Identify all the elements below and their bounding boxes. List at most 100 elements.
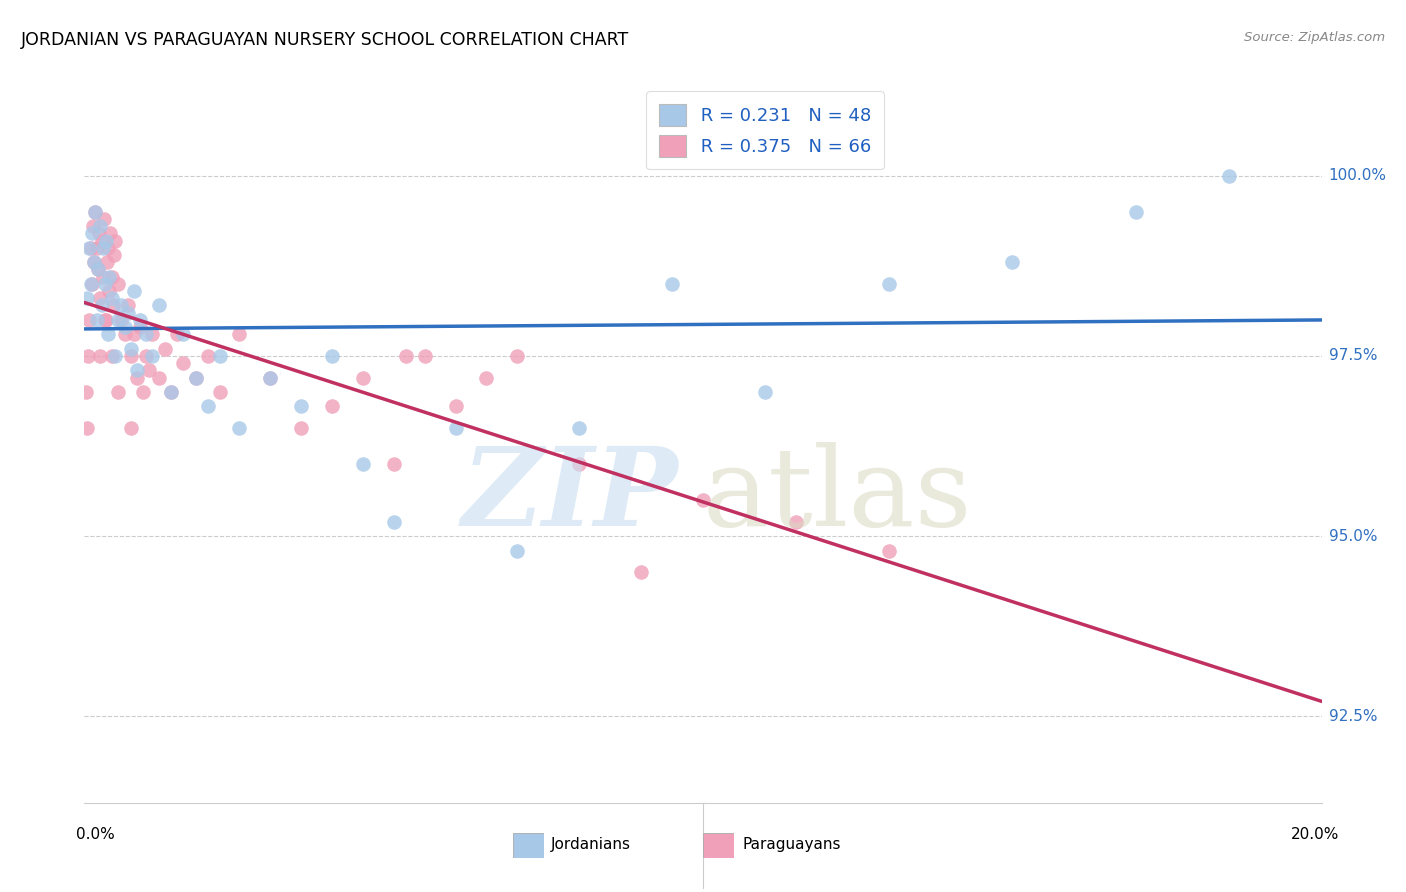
Point xyxy=(79,277,101,291)
Point xyxy=(148,370,170,384)
Point xyxy=(96,255,118,269)
Point xyxy=(94,277,117,291)
Point xyxy=(80,277,103,291)
Point xyxy=(166,327,188,342)
Point xyxy=(82,219,104,234)
Point xyxy=(79,313,101,327)
Y-axis label: Nursery School: Nursery School xyxy=(0,388,7,504)
Point xyxy=(125,370,148,384)
Point xyxy=(93,211,115,226)
Point xyxy=(135,327,157,342)
Point xyxy=(83,255,105,269)
Point xyxy=(98,227,121,241)
Point xyxy=(90,234,112,248)
Point xyxy=(75,384,97,399)
Point xyxy=(259,370,281,384)
Point xyxy=(382,457,405,471)
Point xyxy=(89,291,111,305)
Point xyxy=(153,342,176,356)
Point xyxy=(77,349,100,363)
Point xyxy=(101,291,124,305)
Point xyxy=(132,384,155,399)
Point xyxy=(259,370,281,384)
Point xyxy=(382,515,405,529)
Point xyxy=(129,320,152,334)
Point xyxy=(122,284,145,298)
Point xyxy=(91,269,114,284)
Text: JORDANIAN VS PARAGUAYAN NURSERY SCHOOL CORRELATION CHART: JORDANIAN VS PARAGUAYAN NURSERY SCHOOL C… xyxy=(21,31,630,49)
Point xyxy=(754,384,776,399)
Point xyxy=(107,384,129,399)
Point xyxy=(86,241,108,255)
Point xyxy=(84,204,107,219)
Point xyxy=(110,298,132,312)
Point xyxy=(692,493,714,508)
Point xyxy=(97,241,120,255)
Text: 95.0%: 95.0% xyxy=(1329,529,1376,543)
Point xyxy=(141,327,163,342)
Point xyxy=(114,327,136,342)
Point xyxy=(101,349,124,363)
Point xyxy=(98,269,121,284)
Point xyxy=(352,457,374,471)
Point xyxy=(83,255,105,269)
Point xyxy=(475,370,498,384)
Point xyxy=(120,349,142,363)
Point xyxy=(877,543,900,558)
Point xyxy=(135,349,157,363)
Point xyxy=(160,384,183,399)
Point xyxy=(148,298,170,312)
Point xyxy=(160,384,183,399)
Point xyxy=(89,219,111,234)
Point xyxy=(80,227,103,241)
Point xyxy=(290,421,312,435)
Point xyxy=(89,227,111,241)
Point xyxy=(321,349,343,363)
Point xyxy=(76,421,98,435)
Point xyxy=(197,400,219,414)
Point xyxy=(100,269,122,284)
Point xyxy=(661,277,683,291)
Point xyxy=(89,349,111,363)
Point xyxy=(1001,255,1024,269)
Point xyxy=(209,349,232,363)
Text: 100.0%: 100.0% xyxy=(1329,169,1386,183)
Text: Paraguayans: Paraguayans xyxy=(742,838,841,852)
Point xyxy=(228,327,250,342)
Point xyxy=(568,457,591,471)
Point xyxy=(184,370,207,384)
Point xyxy=(413,349,436,363)
Point xyxy=(141,349,163,363)
Point xyxy=(87,262,110,277)
Point xyxy=(321,400,343,414)
Legend:  R = 0.231   N = 48,  R = 0.375   N = 66: R = 0.231 N = 48, R = 0.375 N = 66 xyxy=(645,91,884,169)
Point xyxy=(107,313,129,327)
Text: ZIP: ZIP xyxy=(461,442,678,549)
Point xyxy=(104,234,127,248)
Point xyxy=(290,400,312,414)
Text: 20.0%: 20.0% xyxy=(1291,827,1339,841)
Point xyxy=(94,313,117,327)
Point xyxy=(76,291,98,305)
Point xyxy=(444,421,467,435)
Point xyxy=(1125,204,1147,219)
Point xyxy=(395,349,418,363)
Point xyxy=(103,248,125,262)
Point xyxy=(197,349,219,363)
Point xyxy=(79,241,101,255)
Point xyxy=(568,421,591,435)
Point xyxy=(97,327,120,342)
Point xyxy=(94,313,117,327)
Point xyxy=(506,349,529,363)
Point xyxy=(129,313,152,327)
Point xyxy=(352,370,374,384)
Point xyxy=(84,204,107,219)
Point xyxy=(444,400,467,414)
Point xyxy=(79,241,101,255)
Point xyxy=(172,327,194,342)
Point xyxy=(87,262,110,277)
Point xyxy=(110,313,132,327)
Point xyxy=(122,327,145,342)
Point xyxy=(117,298,139,312)
Text: Jordanians: Jordanians xyxy=(551,838,631,852)
